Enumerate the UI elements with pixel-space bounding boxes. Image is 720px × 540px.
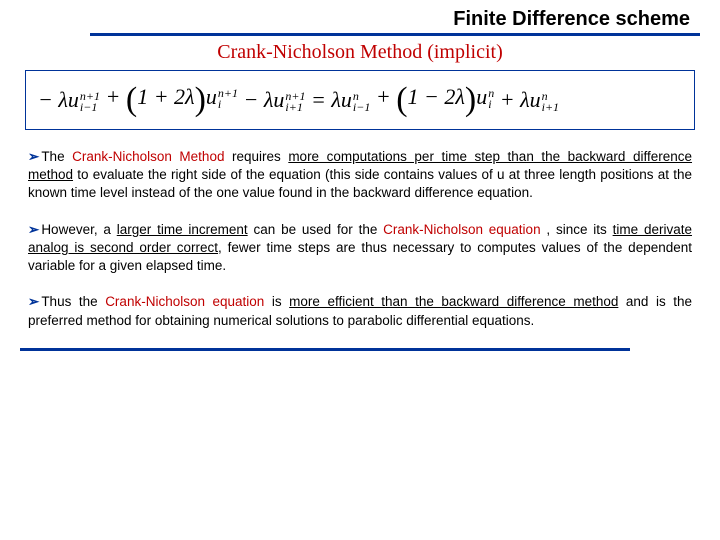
equation-box: − λun+1i−1 + (1 + 2λ)un+1i − λun+1i+1 = … bbox=[25, 70, 695, 130]
bullet-icon: ➢ bbox=[28, 222, 39, 237]
content-area: ➢The Crank-Nicholson Method requires mor… bbox=[0, 130, 720, 330]
bullet-icon: ➢ bbox=[28, 149, 39, 164]
rule-bottom bbox=[20, 348, 630, 351]
sub-title: Crank-Nicholson Method (implicit) bbox=[0, 36, 720, 70]
paragraph-2: ➢However, a larger time increment can be… bbox=[28, 221, 692, 276]
page-title: Finite Difference scheme bbox=[0, 0, 720, 33]
paragraph-3: ➢Thus the Crank-Nicholson equation is mo… bbox=[28, 293, 692, 329]
bullet-icon: ➢ bbox=[28, 294, 39, 309]
paragraph-1: ➢The Crank-Nicholson Method requires mor… bbox=[28, 148, 692, 203]
